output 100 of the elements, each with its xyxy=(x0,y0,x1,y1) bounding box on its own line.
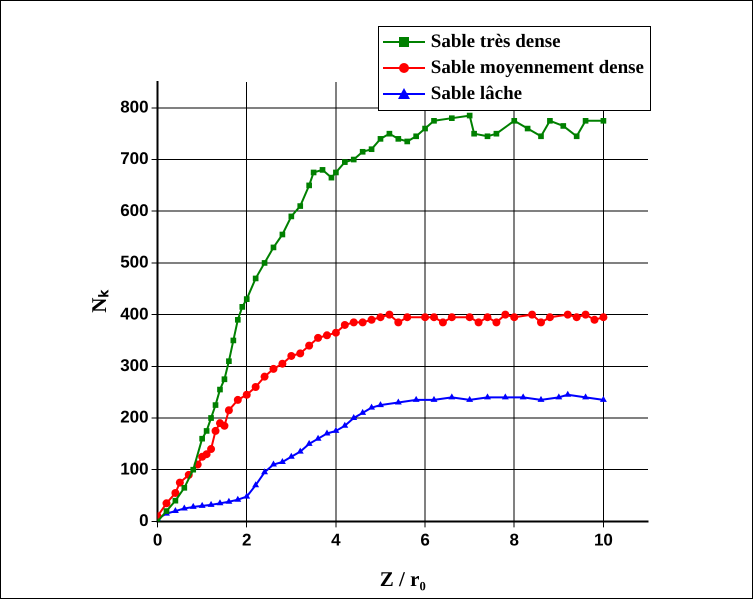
point xyxy=(494,130,500,137)
point xyxy=(538,133,544,140)
point xyxy=(466,112,472,118)
point xyxy=(564,310,572,319)
y-tick-label: 100 xyxy=(120,459,149,478)
point xyxy=(222,376,228,382)
point xyxy=(212,402,218,408)
point xyxy=(574,133,580,140)
point xyxy=(430,313,438,322)
point xyxy=(288,452,295,459)
point xyxy=(376,313,384,322)
point xyxy=(404,138,410,144)
x-tick-label: 2 xyxy=(242,530,252,550)
point xyxy=(524,126,530,132)
point xyxy=(217,386,223,392)
point xyxy=(600,118,606,124)
point xyxy=(403,313,412,322)
point xyxy=(252,276,258,282)
y-axis-title: Nₖ xyxy=(87,290,112,313)
point xyxy=(466,396,474,402)
point xyxy=(314,334,322,342)
point xyxy=(270,460,277,467)
y-tick-label: 500 xyxy=(120,252,149,272)
point xyxy=(296,448,304,454)
point xyxy=(287,352,296,360)
x-tick-label: 4 xyxy=(331,530,342,550)
y-tick-label: 700 xyxy=(120,149,149,168)
point xyxy=(320,167,326,173)
x-tick-label: 10 xyxy=(594,530,613,550)
point xyxy=(306,440,313,446)
point xyxy=(350,318,358,326)
point xyxy=(582,310,590,319)
point xyxy=(278,360,286,368)
y-tick-label: 300 xyxy=(120,356,149,376)
point xyxy=(260,372,269,381)
point xyxy=(204,428,210,434)
point xyxy=(242,390,251,399)
point xyxy=(172,498,178,504)
point xyxy=(322,331,331,340)
point xyxy=(511,118,518,124)
point xyxy=(225,498,232,504)
legend-label: Sable lâche xyxy=(430,83,522,105)
point xyxy=(341,422,348,428)
point xyxy=(171,488,180,497)
point xyxy=(333,170,339,176)
point xyxy=(430,396,438,402)
point xyxy=(198,502,206,508)
point xyxy=(243,492,250,499)
point xyxy=(600,396,607,402)
point xyxy=(448,115,455,122)
point xyxy=(395,136,402,142)
point xyxy=(422,126,428,132)
point xyxy=(278,458,286,464)
y-tick-label: 800 xyxy=(120,98,149,117)
point xyxy=(306,182,312,188)
point xyxy=(244,296,250,302)
point xyxy=(528,310,536,319)
point xyxy=(172,507,179,514)
point xyxy=(360,148,366,155)
point xyxy=(358,318,367,326)
point xyxy=(208,415,214,421)
point xyxy=(483,313,492,322)
point xyxy=(297,203,304,209)
point xyxy=(547,118,553,124)
point xyxy=(199,436,205,442)
point xyxy=(314,434,322,441)
point xyxy=(216,499,224,506)
point xyxy=(180,504,188,510)
point xyxy=(234,396,242,404)
point xyxy=(208,500,215,507)
point xyxy=(368,316,376,324)
point xyxy=(555,393,562,400)
point xyxy=(538,396,544,402)
point xyxy=(413,133,419,140)
point xyxy=(385,310,394,319)
point xyxy=(350,414,358,420)
point xyxy=(328,174,334,180)
point xyxy=(377,401,384,408)
point xyxy=(412,396,420,402)
point xyxy=(262,260,268,266)
y-tick-label: 200 xyxy=(120,408,149,427)
point xyxy=(502,393,509,400)
point xyxy=(239,304,246,310)
point xyxy=(520,393,527,400)
point xyxy=(202,450,211,458)
point xyxy=(438,318,447,326)
y-tick-label: 0 xyxy=(139,511,149,530)
point xyxy=(190,502,197,509)
point xyxy=(288,214,294,220)
y-tick-label: 600 xyxy=(120,200,149,220)
point xyxy=(162,499,170,508)
x-tick-label: 6 xyxy=(420,530,430,550)
point xyxy=(226,358,232,364)
point xyxy=(546,313,554,322)
point xyxy=(368,146,374,152)
point xyxy=(310,170,316,176)
point xyxy=(224,406,233,414)
point xyxy=(394,318,402,326)
point xyxy=(342,159,348,165)
point xyxy=(386,130,392,137)
